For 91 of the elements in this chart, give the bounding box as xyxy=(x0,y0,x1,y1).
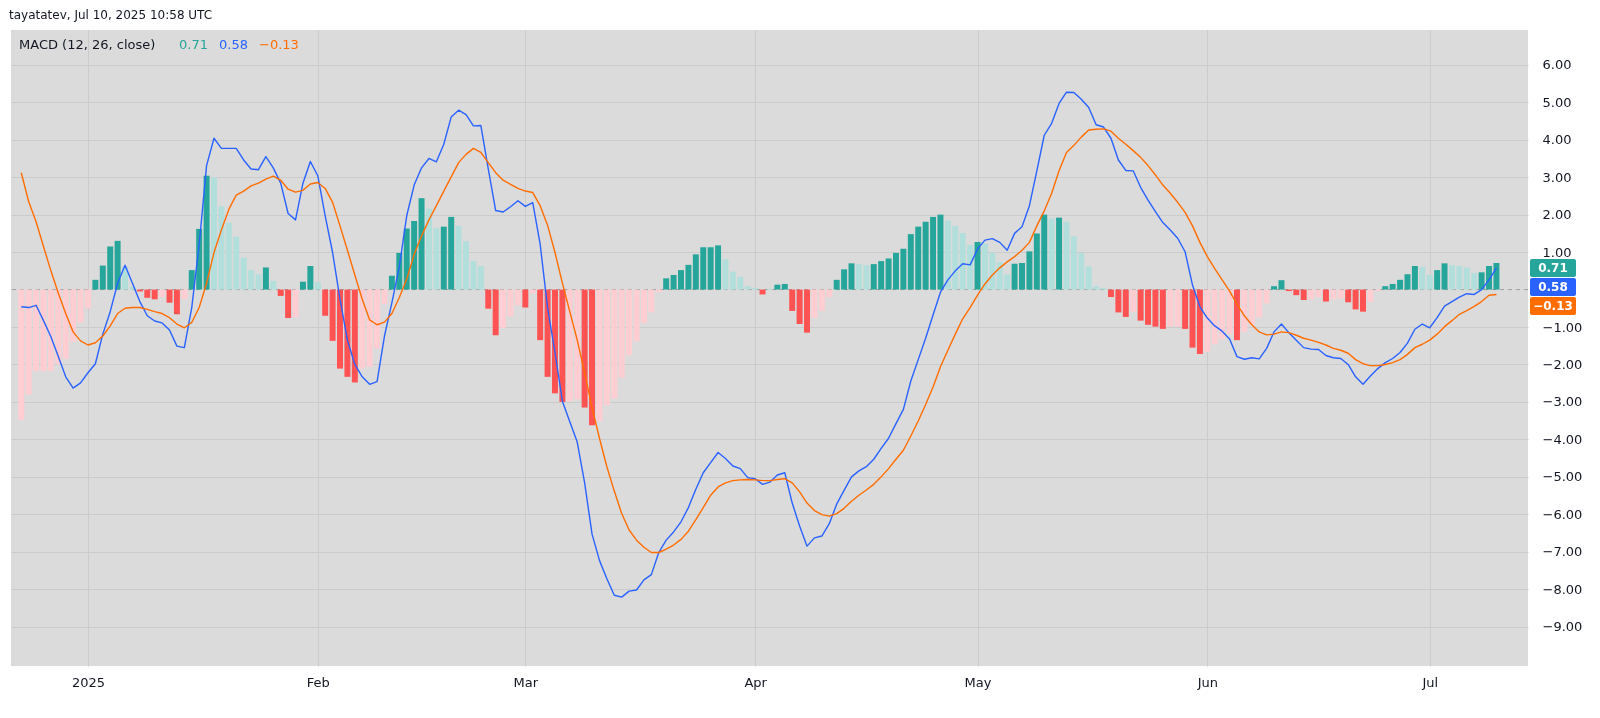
bar xyxy=(351,289,358,383)
bar xyxy=(663,278,670,290)
y-tick-label: 3.00 xyxy=(1542,169,1572,185)
bar xyxy=(596,289,603,422)
bar xyxy=(1315,289,1322,298)
text: 0.71 xyxy=(1538,261,1568,276)
bar xyxy=(477,265,484,290)
y-tick-label: −6.00 xyxy=(1542,506,1583,522)
y-tick-label: −2.00 xyxy=(1542,356,1583,372)
bar xyxy=(500,289,507,328)
y-tick-label: −9.00 xyxy=(1542,619,1583,635)
bar xyxy=(1204,289,1211,352)
text: 0.58 xyxy=(1538,280,1568,295)
bar xyxy=(151,289,158,300)
line-series xyxy=(20,128,1498,554)
bar xyxy=(18,289,25,420)
bar xyxy=(359,289,366,369)
y-tick-label: 1.00 xyxy=(1542,244,1572,260)
bar xyxy=(974,242,981,290)
bar xyxy=(1300,289,1307,301)
bar xyxy=(1196,289,1203,354)
y-tick-label: −3.00 xyxy=(1542,394,1583,410)
line-series xyxy=(20,91,1498,598)
bar xyxy=(1308,289,1315,300)
bar xyxy=(1122,289,1129,317)
bar xyxy=(1367,289,1374,302)
bar xyxy=(181,289,188,300)
bar xyxy=(1167,289,1174,327)
x-tick-label: Jul xyxy=(1421,674,1439,690)
y-tick-label: −5.00 xyxy=(1542,469,1583,485)
bar xyxy=(1130,289,1137,312)
bar xyxy=(159,289,166,298)
bar xyxy=(270,280,277,290)
bar xyxy=(1330,289,1337,300)
y-tick-label: −8.00 xyxy=(1542,581,1583,597)
bar xyxy=(537,289,544,341)
bar xyxy=(1048,218,1055,290)
x-tick-label: Apr xyxy=(744,674,768,690)
bar xyxy=(262,267,269,290)
bar xyxy=(1322,289,1329,302)
bar xyxy=(1226,289,1233,335)
bar xyxy=(1434,270,1441,290)
x-tick-label: Feb xyxy=(306,674,330,690)
bar xyxy=(1182,289,1189,329)
bar xyxy=(92,279,99,290)
bar xyxy=(322,289,329,316)
bar xyxy=(1337,289,1344,299)
bar xyxy=(514,289,521,306)
y-tick-label: 2.00 xyxy=(1542,207,1572,223)
y-tick-label: 4.00 xyxy=(1542,132,1572,148)
bar xyxy=(292,289,299,318)
y-tick-label: 6.00 xyxy=(1542,57,1572,73)
bar xyxy=(114,240,121,290)
bar xyxy=(173,289,180,315)
bar xyxy=(522,289,529,308)
bar xyxy=(1056,217,1063,290)
annotation: 0.58 xyxy=(219,37,248,52)
text: −0.13 xyxy=(1533,299,1573,314)
x-tick-label: 2025 xyxy=(71,674,106,690)
bar xyxy=(1063,221,1070,290)
bar xyxy=(1382,286,1389,290)
bar xyxy=(1441,263,1448,290)
annotation: −0.13 xyxy=(259,37,299,52)
bar xyxy=(485,289,492,309)
bar xyxy=(1263,289,1270,304)
bar xyxy=(1426,274,1433,290)
bar xyxy=(1159,289,1166,329)
bar xyxy=(1411,265,1418,290)
bar xyxy=(492,289,499,336)
x-tick-label: May xyxy=(964,674,992,690)
bar xyxy=(789,289,796,311)
annotation: 0.71 xyxy=(179,37,208,52)
bar xyxy=(774,284,781,290)
bar xyxy=(811,289,818,319)
bar xyxy=(1345,289,1352,303)
chart-subtitle: tayatatev, Jul 10, 2025 10:58 UTC xyxy=(9,8,213,22)
bar xyxy=(1234,289,1240,341)
bar xyxy=(203,175,210,290)
text: MACD (12, 26, close) xyxy=(19,37,156,52)
x-tick-label: Jun xyxy=(1196,674,1218,690)
bar xyxy=(418,198,425,290)
bar xyxy=(1174,289,1181,327)
y-tick-label: 5.00 xyxy=(1542,94,1572,110)
y-tick-label: −4.00 xyxy=(1542,431,1583,447)
bar xyxy=(781,283,788,290)
bar xyxy=(1241,289,1248,332)
x-tick-label: Mar xyxy=(513,674,539,690)
bar xyxy=(1419,266,1426,290)
y-tick-label: −7.00 xyxy=(1542,544,1583,560)
y-tick-label: −1.00 xyxy=(1542,319,1583,335)
bar xyxy=(314,282,321,290)
